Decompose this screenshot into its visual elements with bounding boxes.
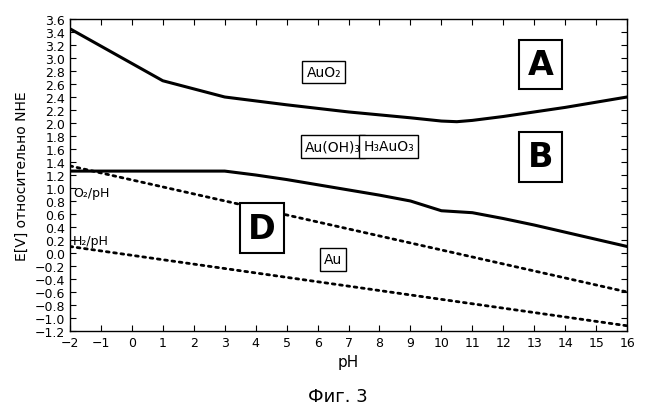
X-axis label: pH: pH [338, 355, 359, 369]
Y-axis label: E[V] относительно NHE: E[V] относительно NHE [15, 91, 29, 260]
Text: O₂/pH: O₂/pH [73, 187, 109, 200]
Text: A: A [528, 49, 553, 82]
Text: AuO₂: AuO₂ [306, 66, 341, 80]
Text: D: D [248, 212, 276, 245]
Text: B: B [528, 141, 553, 174]
Text: Au(OH)₃: Au(OH)₃ [305, 140, 361, 154]
Text: H₃AuO₃: H₃AuO₃ [363, 140, 414, 154]
Text: Фиг. 3: Фиг. 3 [308, 387, 368, 405]
Text: H₂/pH: H₂/pH [73, 235, 109, 247]
Text: Au: Au [324, 253, 342, 267]
